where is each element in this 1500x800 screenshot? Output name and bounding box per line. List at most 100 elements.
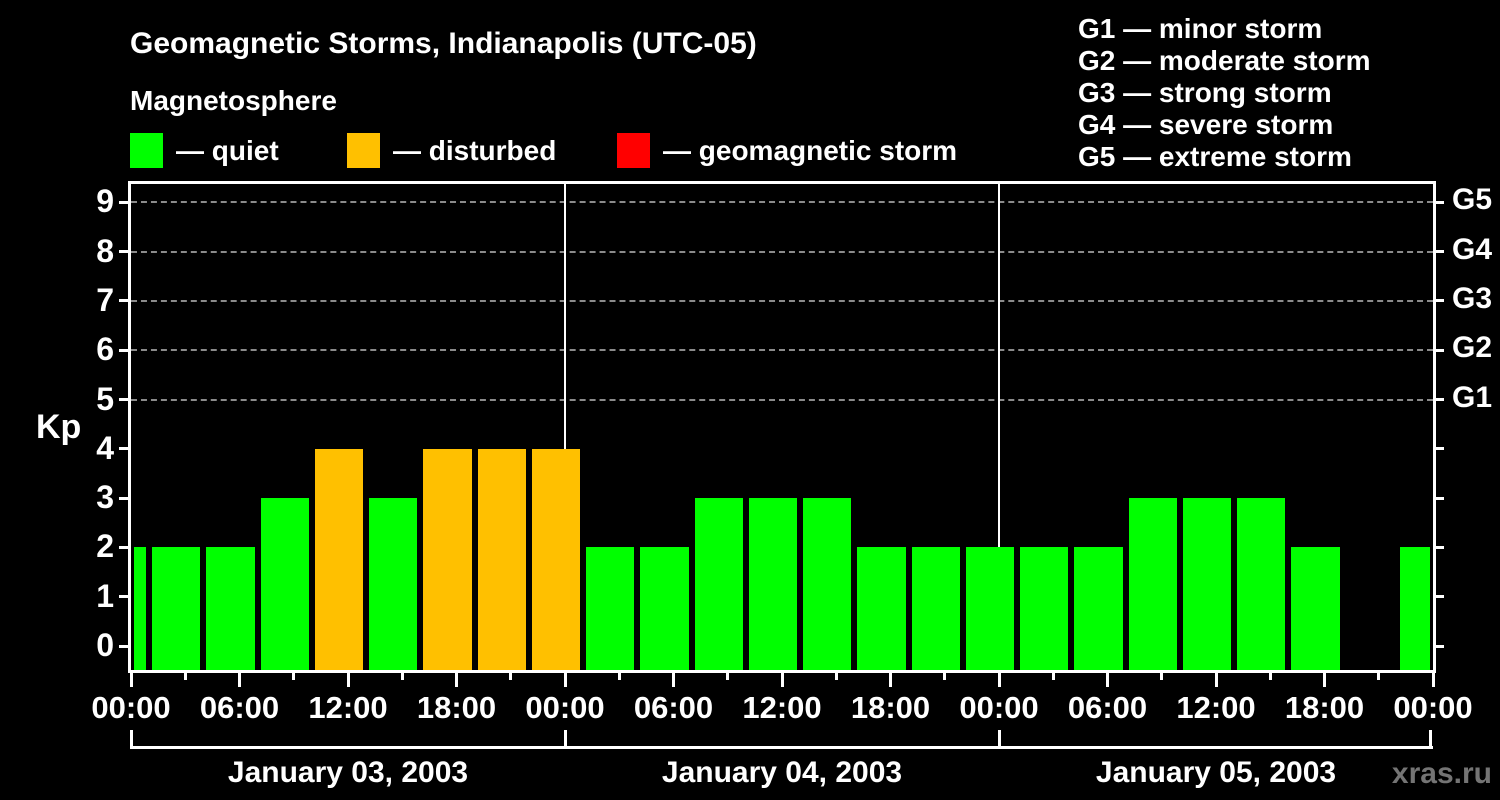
y-axis-label-1: 1 (96, 577, 114, 614)
storm-color-swatch (617, 133, 650, 168)
x-minor-tick-h21 (509, 673, 513, 680)
x-major-tick-h42 (889, 673, 892, 687)
y-axis-tick-8 (119, 250, 128, 254)
x-major-tick-h0 (129, 673, 133, 687)
kp-bar-quiet-h61 (1237, 498, 1286, 670)
y-axis-tick-2 (119, 545, 128, 549)
right-axis-tick-0 (1436, 644, 1444, 648)
kp-bar-disturbed-h19 (477, 448, 526, 670)
gridline-kp8 (131, 250, 1433, 253)
legend-label-quiet: — quiet (176, 134, 279, 166)
right-axis-tick-2 (1436, 545, 1444, 549)
right-axis-label-g1: G1 (1452, 380, 1493, 414)
date-bracket-cap (130, 730, 133, 749)
y-axis-tick-0 (119, 644, 128, 648)
y-axis-label-0: 0 (96, 627, 114, 663)
kp-bar-quiet-h46 (965, 547, 1015, 670)
x-minor-tick-h63 (1268, 673, 1272, 680)
right-axis-label-g4: G4 (1452, 232, 1493, 266)
x-major-tick-h36 (780, 673, 784, 687)
x-major-tick-h48 (997, 673, 1001, 687)
right-axis-tick-1 (1436, 595, 1444, 599)
g-scale-legend: G1 — minor storm G2 — moderate storm G3 — … (1078, 13, 1371, 173)
legend-item-disturbed: — disturbed (347, 133, 556, 168)
kp-bar-quiet-h4 (206, 547, 255, 670)
y-axis-title: Kp (36, 408, 82, 446)
right-axis-tick-7 (1436, 299, 1444, 303)
right-axis-tick-9 (1436, 200, 1444, 204)
kp-bar-quiet-h13 (369, 498, 418, 670)
gridline-kp7 (131, 299, 1433, 302)
y-axis-tick-4 (119, 447, 128, 451)
y-axis-label-5: 5 (96, 380, 114, 417)
gridline-kp9 (131, 201, 1433, 204)
kp-bar-quiet-h25 (586, 547, 635, 670)
gridline-kp6 (131, 349, 1433, 352)
x-major-tick-h54 (1106, 673, 1109, 687)
x-major-tick-h6 (238, 673, 241, 687)
y-axis-label-3: 3 (96, 479, 114, 516)
y-axis-label-6: 6 (96, 331, 114, 368)
g-legend-line-g2: G2 — moderate storm (1078, 45, 1371, 76)
day-boundary-line (998, 184, 1000, 670)
right-axis-tick-4 (1436, 447, 1444, 451)
kp-bar-quiet-h70 (1399, 547, 1430, 670)
x-axis-label-h72: 00:00 (1393, 690, 1473, 725)
right-axis-label-g5: G5 (1452, 183, 1493, 217)
y-axis-tick-7 (119, 299, 128, 303)
right-axis-label-g2: G2 (1452, 331, 1493, 365)
right-axis-tick-5 (1436, 398, 1444, 401)
legend-item-storm: — geomagnetic storm (617, 133, 957, 168)
g-legend-line-g5: G5 — extreme storm (1078, 141, 1352, 172)
x-minor-tick-h33 (726, 673, 730, 680)
x-axis-label-h60: 12:00 (1176, 690, 1256, 725)
x-axis-label-h42: 18:00 (850, 690, 931, 725)
y-axis-label-4: 4 (96, 429, 114, 466)
x-major-tick-h18 (455, 673, 458, 687)
x-minor-tick-h27 (617, 673, 621, 680)
date-label-0: January 03, 2003 (227, 756, 469, 789)
y-axis-tick-9 (119, 200, 128, 204)
date-label-48: January 05, 2003 (1095, 756, 1337, 789)
kp-bar-quiet-h40 (857, 547, 906, 670)
x-minor-tick-h69 (1377, 673, 1381, 680)
kp-bar-quiet-h1 (152, 547, 201, 670)
watermark: xras.ru (1391, 757, 1492, 790)
y-axis-label-7: 7 (96, 281, 114, 318)
y-axis-tick-6 (119, 348, 128, 352)
x-axis-label-h66: 18:00 (1284, 690, 1365, 725)
x-major-tick-h30 (672, 673, 675, 687)
x-axis-label-h48: 00:00 (959, 690, 1039, 725)
x-minor-tick-h57 (1160, 673, 1164, 680)
kp-bar-disturbed-h10 (314, 448, 364, 670)
x-axis-label-h36: 12:00 (742, 690, 822, 725)
x-axis-label-h18: 18:00 (416, 690, 497, 725)
kp-bar-disturbed-h16 (423, 448, 472, 670)
kp-bar-quiet-h58 (1182, 498, 1232, 670)
right-axis-tick-3 (1436, 496, 1444, 500)
right-axis-tick-6 (1436, 348, 1444, 352)
x-major-tick-h72 (1431, 673, 1435, 687)
kp-bar-quiet-h31 (694, 498, 743, 670)
date-bracket-line (131, 746, 1433, 749)
x-minor-tick-h51 (1051, 673, 1055, 680)
kp-bar-quiet-h43 (911, 547, 960, 670)
x-axis-label-h24: 00:00 (525, 690, 605, 725)
disturbed-color-swatch (347, 133, 380, 168)
y-axis-tick-5 (119, 398, 128, 401)
chart-subtitle: Magnetosphere (130, 85, 337, 116)
chart-title: Geomagnetic Storms, Indianapolis (UTC-05… (130, 27, 757, 60)
quiet-color-swatch (130, 133, 163, 168)
legend-label-storm: — geomagnetic storm (663, 134, 958, 166)
kp-bar-quiet-h37 (803, 498, 852, 670)
x-axis-label-h30: 06:00 (633, 690, 714, 725)
y-axis-label-9: 9 (96, 183, 114, 220)
day-boundary-line (564, 184, 566, 670)
date-label-24: January 04, 2003 (661, 756, 903, 789)
x-minor-tick-h3 (183, 673, 187, 680)
y-axis-label-8: 8 (96, 232, 114, 269)
g-legend-line-g3: G3 — strong storm (1078, 77, 1332, 108)
date-bracket-cap (998, 730, 1001, 749)
x-axis-label-h0: 00:00 (91, 690, 171, 725)
date-bracket-cap (1429, 730, 1432, 749)
